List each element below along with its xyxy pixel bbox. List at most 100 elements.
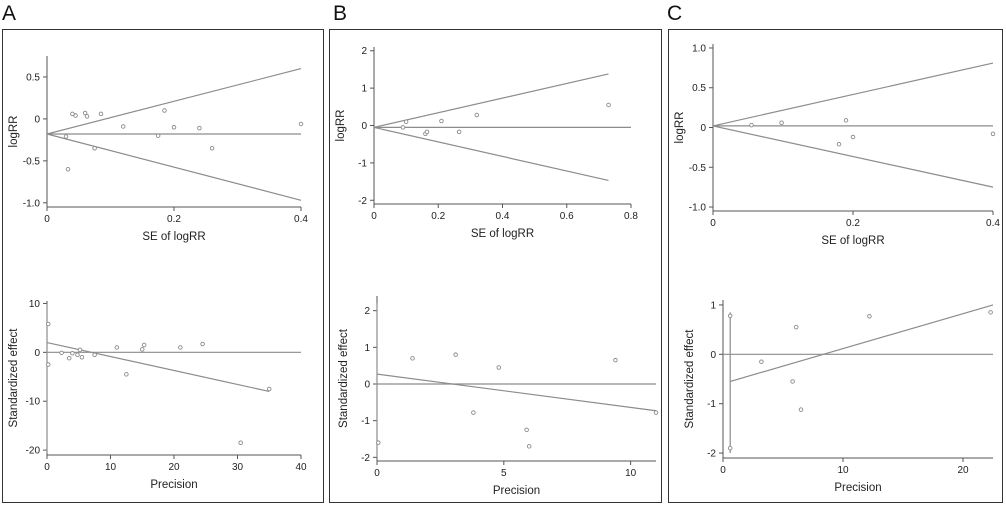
x-tick-label: 0.8 [624, 211, 638, 222]
data-point [178, 345, 183, 350]
y-tick-label: -2 [361, 453, 370, 464]
data-point [526, 444, 532, 449]
data-point [471, 410, 476, 415]
y-tick-label: -1 [361, 416, 370, 427]
y-tick-label: -2 [358, 196, 367, 207]
y-axis-label: logRR [335, 110, 347, 142]
data-point [46, 362, 51, 367]
x-tick-label: 40 [295, 462, 307, 473]
regression-line [376, 373, 657, 412]
x-tick-label: 0 [374, 468, 380, 479]
x-axis-label: SE of logRR [471, 228, 534, 240]
data-point [613, 357, 618, 363]
y-tick-label: -2 [707, 449, 716, 460]
data-point [403, 119, 409, 125]
x-tick-label: 30 [232, 462, 244, 473]
data-point [424, 129, 430, 135]
data-point [200, 341, 205, 347]
data-point [141, 342, 147, 348]
data-point [798, 407, 804, 412]
regression-line [730, 304, 994, 383]
data-point [453, 352, 458, 357]
data-point [162, 108, 167, 113]
y-tick-label: 0 [710, 350, 716, 361]
data-point [376, 440, 381, 445]
panel-letter-b: B [333, 2, 348, 25]
y-tick-label: -1 [707, 399, 716, 410]
data-point [209, 146, 215, 151]
data-point [77, 347, 83, 353]
y-tick-label: 0 [700, 123, 706, 134]
data-point [79, 354, 85, 360]
data-point [790, 379, 795, 384]
y-tick-label: 10 [29, 299, 41, 310]
y-tick-label: 1 [361, 84, 367, 95]
y-axis-label: Standardized effect [8, 328, 20, 428]
y-tick-label: -0.5 [689, 163, 707, 174]
x-axis-label: Precision [150, 479, 197, 491]
panel-frame-a [2, 29, 324, 503]
x-tick-label: 0.2 [431, 211, 445, 222]
data-point [65, 166, 71, 172]
data-point [66, 355, 72, 361]
data-point [990, 131, 996, 137]
data-point [73, 113, 78, 118]
y-tick-label: 0 [361, 121, 367, 132]
data-point [496, 365, 501, 370]
y-tick-label: 1 [710, 300, 716, 311]
y-tick-label: 0 [364, 380, 370, 391]
x-tick-label: 0.6 [560, 211, 574, 222]
data-point [84, 114, 90, 119]
x-tick-label: 0.4 [496, 211, 510, 222]
y-tick-label: -0.5 [23, 156, 41, 167]
data-point [120, 124, 126, 129]
data-point [439, 118, 444, 124]
data-point [410, 356, 415, 361]
x-tick-label: 10 [625, 468, 637, 479]
y-tick-label: 0.5 [692, 83, 706, 94]
data-point [727, 313, 733, 319]
x-tick-label: 20 [168, 462, 180, 473]
x-tick-label: 0 [371, 211, 377, 222]
data-point [238, 440, 243, 446]
data-point [606, 102, 611, 108]
x-tick-label: 20 [957, 465, 969, 476]
y-tick-label: 1 [364, 343, 370, 354]
y-tick-label: 1.0 [692, 43, 706, 54]
y-axis-label: logRR [8, 116, 20, 148]
panel-frame-b [329, 29, 662, 503]
data-point [759, 359, 764, 364]
data-point [793, 324, 799, 330]
data-point [850, 134, 856, 140]
data-point [155, 133, 161, 138]
x-tick-label: 0.4 [986, 218, 1000, 229]
data-point [63, 134, 69, 139]
y-tick-label: -1.0 [689, 203, 707, 214]
funnel-lower-limit [46, 133, 302, 201]
funnel-upper-limit [46, 68, 302, 135]
y-tick-label: -1 [358, 158, 367, 169]
data-point [400, 125, 406, 130]
x-tick-label: 10 [837, 465, 849, 476]
data-point [653, 410, 659, 415]
data-point [75, 352, 80, 358]
x-tick-label: 0.2 [846, 218, 860, 229]
y-axis-label: logRR [674, 112, 686, 144]
y-tick-label: -1.0 [23, 198, 41, 209]
data-point [298, 121, 304, 127]
data-point [59, 350, 64, 356]
x-axis-label: Precision [493, 485, 540, 497]
data-point [867, 314, 872, 319]
x-tick-label: 0 [720, 465, 726, 476]
y-axis-label: Standardized effect [338, 328, 350, 428]
y-tick-label: -20 [26, 446, 41, 457]
x-tick-label: 0.2 [167, 214, 181, 225]
data-point [82, 110, 88, 116]
x-axis-label: SE of logRR [821, 235, 884, 247]
funnel-upper-limit [712, 62, 994, 127]
x-tick-label: 0 [710, 218, 716, 229]
data-point [124, 372, 129, 377]
